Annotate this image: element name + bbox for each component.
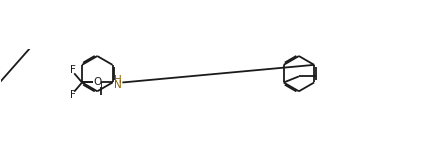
Text: F: F [70, 90, 76, 100]
Text: H: H [114, 75, 122, 85]
Text: N: N [114, 80, 122, 90]
Text: F: F [70, 65, 76, 75]
Text: O: O [93, 77, 102, 87]
